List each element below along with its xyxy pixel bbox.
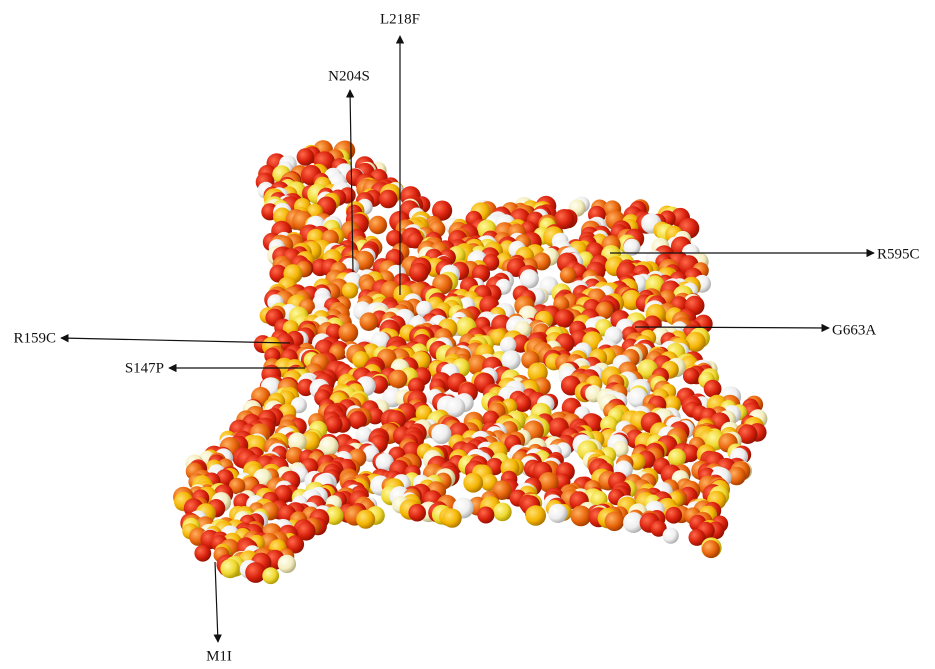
arrow <box>215 562 218 642</box>
atom-sphere <box>262 567 279 584</box>
atom-sphere <box>493 503 512 522</box>
atom-sphere <box>477 507 494 524</box>
mutation-label: N204S <box>328 68 370 84</box>
atom-sphere <box>356 510 375 529</box>
atom-sphere <box>349 411 367 429</box>
mutation-label: S147P <box>125 360 164 376</box>
atom-sphere <box>379 190 398 209</box>
atom-sphere <box>220 559 239 578</box>
atom-sphere <box>194 545 211 562</box>
mutation-label: R159C <box>13 330 56 346</box>
atom-sphere <box>571 506 592 527</box>
atom-sphere <box>408 504 426 522</box>
mutation-label: M1I <box>206 648 232 664</box>
mutation-label: G663A <box>832 322 876 338</box>
atom-sphere <box>463 473 483 493</box>
atom-sphere <box>443 509 462 528</box>
atom-sphere <box>278 555 296 573</box>
mutation-label: R595C <box>877 246 920 262</box>
atom-sphere <box>360 312 379 331</box>
mutation-label: L218F <box>380 11 420 27</box>
atom-sphere <box>702 540 720 558</box>
atom-sphere <box>338 323 358 343</box>
protein-structure <box>173 140 767 584</box>
atom-sphere <box>548 504 567 523</box>
atom-sphere <box>369 216 387 234</box>
atom-sphere <box>683 368 699 384</box>
atom-sphere <box>665 507 682 524</box>
atom-sphere <box>245 562 266 583</box>
atom-sphere <box>342 282 358 298</box>
atom-sphere <box>431 424 451 444</box>
atom-sphere <box>704 380 722 398</box>
atom-sphere <box>605 512 625 532</box>
figure: L218F N204S R595C G663A R159C S147P M1I <box>0 0 935 669</box>
atom-sphere <box>389 370 408 389</box>
atom-sphere <box>663 528 679 544</box>
atom-sphere <box>525 505 546 526</box>
atom-sphere <box>668 449 686 467</box>
atom-sphere <box>325 416 343 434</box>
atom-sphere <box>297 148 315 166</box>
atom-sphere <box>409 263 429 283</box>
